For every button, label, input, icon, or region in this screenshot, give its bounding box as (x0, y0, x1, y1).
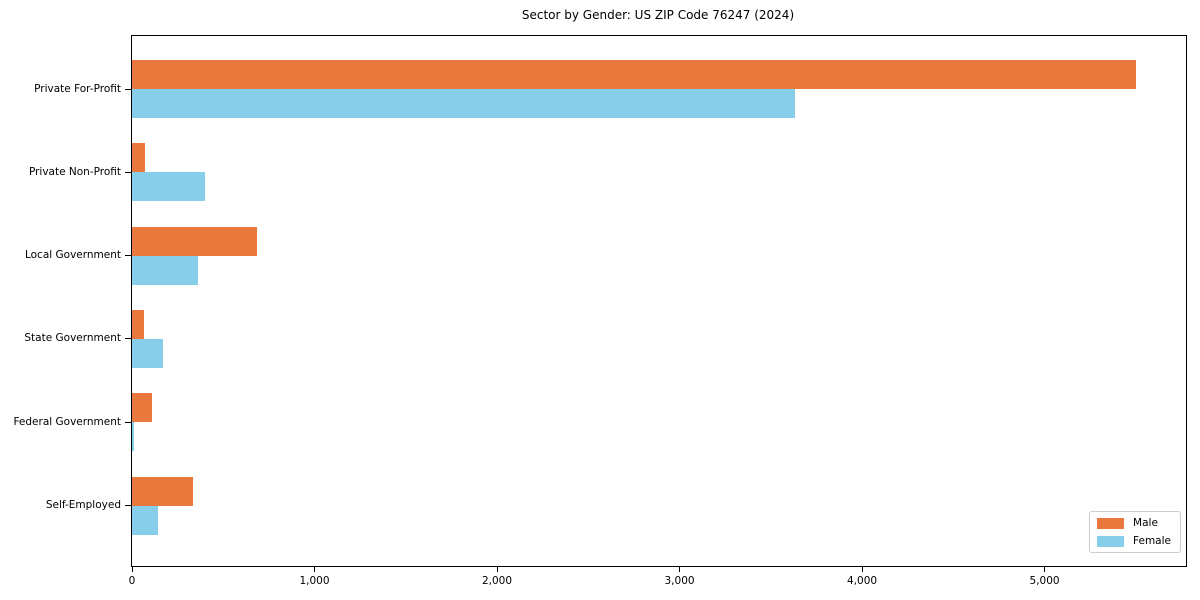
plot-area: Male Female Private For-Profit Private Non… (13, 35, 1187, 587)
x-tick-5000 (1044, 566, 1046, 572)
bar-female-private-non-profit (132, 172, 205, 202)
y-axis-label-federal-government: Federal Government (13, 415, 121, 428)
x-tick-4000 (861, 566, 863, 572)
bar-male-federal-government (132, 393, 152, 423)
y-axis-label-private-non-profit: Private Non-Profit (28, 165, 121, 178)
x-axis-label-3000: 3,000 (664, 575, 695, 587)
x-tick-0 (131, 566, 133, 572)
y-axis-label-self-employed: Self-Employed (45, 499, 121, 511)
bar-male-local-government (132, 226, 257, 256)
y-tick-self-employed (125, 505, 131, 506)
bar-female-federal-government (132, 422, 134, 452)
x-axis-label-5000: 5,000 (1029, 575, 1060, 587)
chart-title: Sector by Gender: US ZIP Code 76247 (202… (521, 8, 795, 22)
y-tick-private-for-profit (125, 88, 131, 90)
y-axis-label-local-government: Local Government (24, 249, 121, 262)
y-tick-private-non-profit (125, 171, 131, 173)
y-tick-federal-government (125, 421, 131, 423)
bar-male-private-non-profit (132, 143, 145, 173)
bar-female-self-employed (132, 505, 158, 535)
bar-female-private-for-profit (132, 89, 795, 118)
x-axis-label-0: 0 (128, 575, 136, 587)
x-axis-label-1000: 1,000 (299, 575, 330, 587)
bar-male-state-government (132, 309, 144, 339)
bar-male-private-for-profit (132, 60, 1136, 89)
legend-item-female: Female (1097, 535, 1171, 547)
bar-male-self-employed (132, 476, 193, 506)
bar-female-state-government (132, 338, 163, 368)
x-axis-label-2000: 2,000 (481, 575, 513, 587)
legend-label-male: Male (1133, 517, 1158, 529)
legend-item-male: Male (1097, 517, 1171, 529)
legend-swatch-male (1097, 517, 1125, 529)
x-tick-3000 (679, 566, 681, 572)
y-axis-label-state-government: State Government (24, 332, 121, 345)
x-axis-label-4000: 4,000 (847, 575, 878, 587)
legend-label-female: Female (1133, 535, 1171, 547)
y-tick-state-government (125, 338, 131, 340)
legend: Male Female (1089, 511, 1181, 553)
legend-swatch-female (1097, 535, 1125, 547)
y-tick-local-government (125, 255, 131, 257)
x-tick-1000 (314, 566, 315, 572)
x-tick-2000 (496, 566, 498, 572)
bar-female-local-government (132, 255, 198, 285)
y-axis-label-private-for-profit: Private For-Profit (34, 82, 121, 95)
